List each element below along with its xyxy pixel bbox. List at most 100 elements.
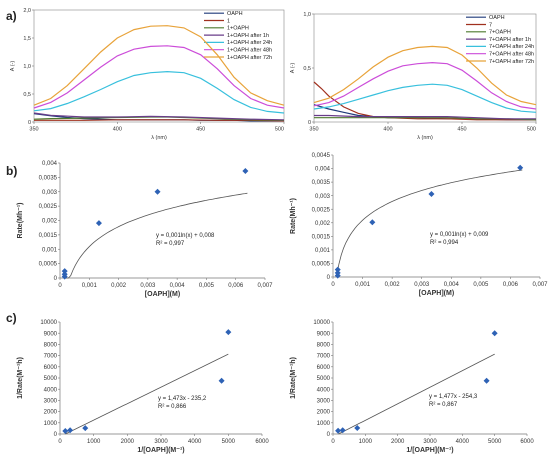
y-tick-label: 0,001 xyxy=(315,248,331,254)
legend-entry: 1+OAPH after 1h xyxy=(227,33,269,39)
y-tick-label: 1000 xyxy=(317,421,331,427)
x-axis-label: 1/[OAPH](M⁻¹) xyxy=(406,447,453,454)
x-tick-label: 500 xyxy=(527,127,536,133)
legend-entry: 1+OAPH after 72h xyxy=(227,55,272,61)
rate-chart-compound-1: 0 0,001 0,002 0,003 0,004 0,005 0,006 0,007 0 0,0… xyxy=(17,161,273,298)
y-tick-label: 3000 xyxy=(317,399,331,405)
y-tick-label: 0,0035 xyxy=(312,180,331,186)
y-tick-label: 0,001 xyxy=(42,247,58,253)
y-axis-label: Rate(Mh⁻¹) xyxy=(17,203,24,239)
y-tick-label: 0 xyxy=(54,276,58,282)
r-squared: R² = 0,994 xyxy=(430,240,459,246)
y-tick-label: 9000 xyxy=(317,331,331,337)
y-tick-label: 10000 xyxy=(40,320,57,326)
y-tick-label: 0 xyxy=(327,275,331,281)
data-point xyxy=(334,266,341,273)
data-point xyxy=(95,220,102,227)
legend-entry: 7+OAPH after 24h xyxy=(489,44,534,50)
data-point xyxy=(335,427,342,434)
y-tick-label: 4000 xyxy=(317,387,331,393)
x-tick-label: 350 xyxy=(29,127,38,133)
x-tick-label: 5000 xyxy=(488,439,502,445)
data-point xyxy=(491,330,498,337)
series-line xyxy=(33,112,285,121)
series-line xyxy=(313,45,537,106)
y-tick-label: 0,0005 xyxy=(39,262,58,268)
y-tick-label: 2000 xyxy=(44,410,58,416)
y-tick-label: 6000 xyxy=(317,365,331,371)
x-tick-label: 450 xyxy=(457,127,466,133)
y-tick-label: 0,0015 xyxy=(312,234,331,240)
y-tick-label: 0,0005 xyxy=(312,262,331,268)
x-tick-label: 0,002 xyxy=(111,283,127,289)
x-tick-label: 0,004 xyxy=(170,283,186,289)
series-line xyxy=(313,83,537,113)
x-tick-label: 0 xyxy=(58,439,62,445)
x-tick-label: 0 xyxy=(331,282,335,288)
data-point xyxy=(354,424,361,431)
series-line xyxy=(313,81,536,121)
x-tick-label: 2000 xyxy=(391,439,405,445)
y-tick-label: 1,0 xyxy=(303,12,311,18)
x-tick-label: 0 xyxy=(331,439,335,445)
x-tick-label: 0,007 xyxy=(532,282,548,288)
data-point xyxy=(67,427,74,434)
x-axis-label: λ (nm) xyxy=(151,135,167,141)
y-axis-label: Rate(Mh⁻¹) xyxy=(290,198,297,234)
x-tick-label: 6000 xyxy=(520,439,534,445)
legend-entry: 7 xyxy=(489,22,492,28)
y-tick-label: 1000 xyxy=(44,421,58,427)
y-tick-label: 2000 xyxy=(317,410,331,416)
data-point xyxy=(62,427,69,434)
data-point xyxy=(517,164,524,171)
x-tick-label: 500 xyxy=(275,127,284,133)
x-tick-label: 0,002 xyxy=(385,282,401,288)
legend-entry: 7+OAPH xyxy=(489,30,511,36)
y-tick-label: 0 xyxy=(327,432,331,438)
y-tick-label: 5000 xyxy=(44,376,58,382)
series-line xyxy=(314,114,536,120)
y-tick-label: 0 xyxy=(308,120,311,126)
y-tick-label: 0,0015 xyxy=(39,233,58,239)
y-tick-label: 0,0035 xyxy=(39,175,58,181)
legend-entry: 1 xyxy=(227,18,230,24)
y-tick-label: 7000 xyxy=(317,354,331,360)
x-axis-label: [OAPH](M) xyxy=(145,291,180,298)
x-tick-label: 0,004 xyxy=(444,282,460,288)
x-tick-label: 0,003 xyxy=(414,282,430,288)
y-axis-label: A (-) xyxy=(290,63,296,74)
y-tick-label: 7000 xyxy=(44,354,58,360)
trendline xyxy=(336,169,523,278)
legend-entry: 1+OAPH after 24h xyxy=(227,40,272,46)
x-tick-label: 3000 xyxy=(423,439,437,445)
x-tick-label: 400 xyxy=(383,127,392,133)
data-point xyxy=(61,271,68,278)
x-tick-label: 0,006 xyxy=(503,282,519,288)
trendline xyxy=(65,353,229,435)
x-tick-label: 1000 xyxy=(359,439,373,445)
reciprocal-chart-compound-1: 0 1000 2000 3000 4000 5000 6000 0 1000 2000 3000 40… xyxy=(17,320,269,454)
x-tick-label: 0,005 xyxy=(473,282,489,288)
y-tick-label: 10000 xyxy=(313,320,330,326)
data-point xyxy=(154,188,161,195)
y-tick-label: 0,0045 xyxy=(312,153,331,159)
y-tick-label: 5000 xyxy=(317,376,331,382)
data-point xyxy=(82,425,89,432)
legend-entry: 7+OAPH after 1h xyxy=(489,37,531,43)
y-tick-label: 0,0025 xyxy=(39,204,58,210)
y-tick-label: 3000 xyxy=(44,399,58,405)
r-squared: R² = 0,866 xyxy=(158,404,187,410)
y-axis-label: A (-) xyxy=(10,61,16,72)
x-tick-label: 0,006 xyxy=(228,283,244,289)
data-point xyxy=(225,329,232,336)
y-tick-label: 0,002 xyxy=(42,219,58,225)
legend-entry: OAPH xyxy=(489,15,505,21)
x-tick-label: 4000 xyxy=(456,439,470,445)
x-tick-label: 0,001 xyxy=(355,282,371,288)
data-point xyxy=(242,168,249,175)
y-tick-label: 6000 xyxy=(44,365,58,371)
series-line xyxy=(33,45,285,109)
y-axis-label: 1/Rate(M⁻¹h) xyxy=(17,357,24,399)
